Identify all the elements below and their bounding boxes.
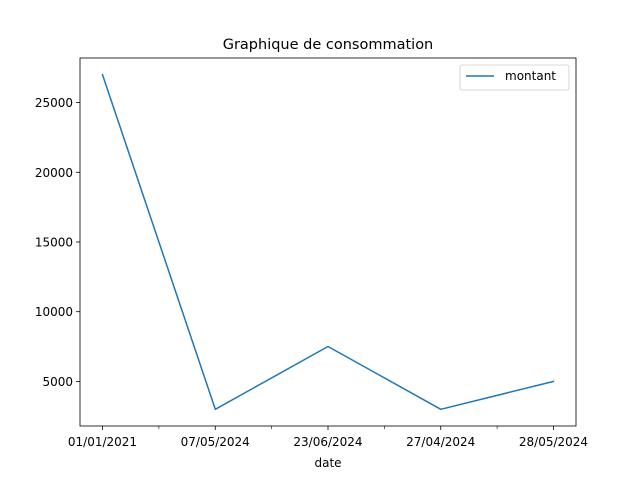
y-tick-label: 5000 bbox=[42, 375, 73, 389]
plot-area bbox=[79, 57, 577, 427]
x-axis-label: date bbox=[314, 456, 341, 470]
legend-box bbox=[459, 64, 570, 91]
y-tick-label: 15000 bbox=[35, 236, 73, 250]
legend-label-montant: montant bbox=[505, 69, 556, 83]
chart-title: Graphique de consommation bbox=[223, 37, 434, 53]
series-line-montant bbox=[101, 73, 555, 411]
y-tick-label: 25000 bbox=[35, 96, 73, 110]
y-axis: 5000 10000 15000 20000 25000 bbox=[35, 96, 80, 389]
x-tick-label: 01/01/2021 bbox=[68, 435, 137, 449]
series-layer bbox=[101, 73, 555, 411]
y-tick-label: 10000 bbox=[35, 305, 73, 319]
x-tick-label: 23/06/2024 bbox=[293, 435, 362, 449]
x-tick-label: 27/04/2024 bbox=[406, 435, 475, 449]
x-tick-label: 28/05/2024 bbox=[519, 435, 588, 449]
x-tick-label: 07/05/2024 bbox=[181, 435, 250, 449]
y-tick-label: 20000 bbox=[35, 166, 73, 180]
x-axis: 01/01/2021 07/05/2024 23/06/2024 27/04/2024… bbox=[68, 426, 588, 449]
legend: montant bbox=[459, 64, 570, 91]
